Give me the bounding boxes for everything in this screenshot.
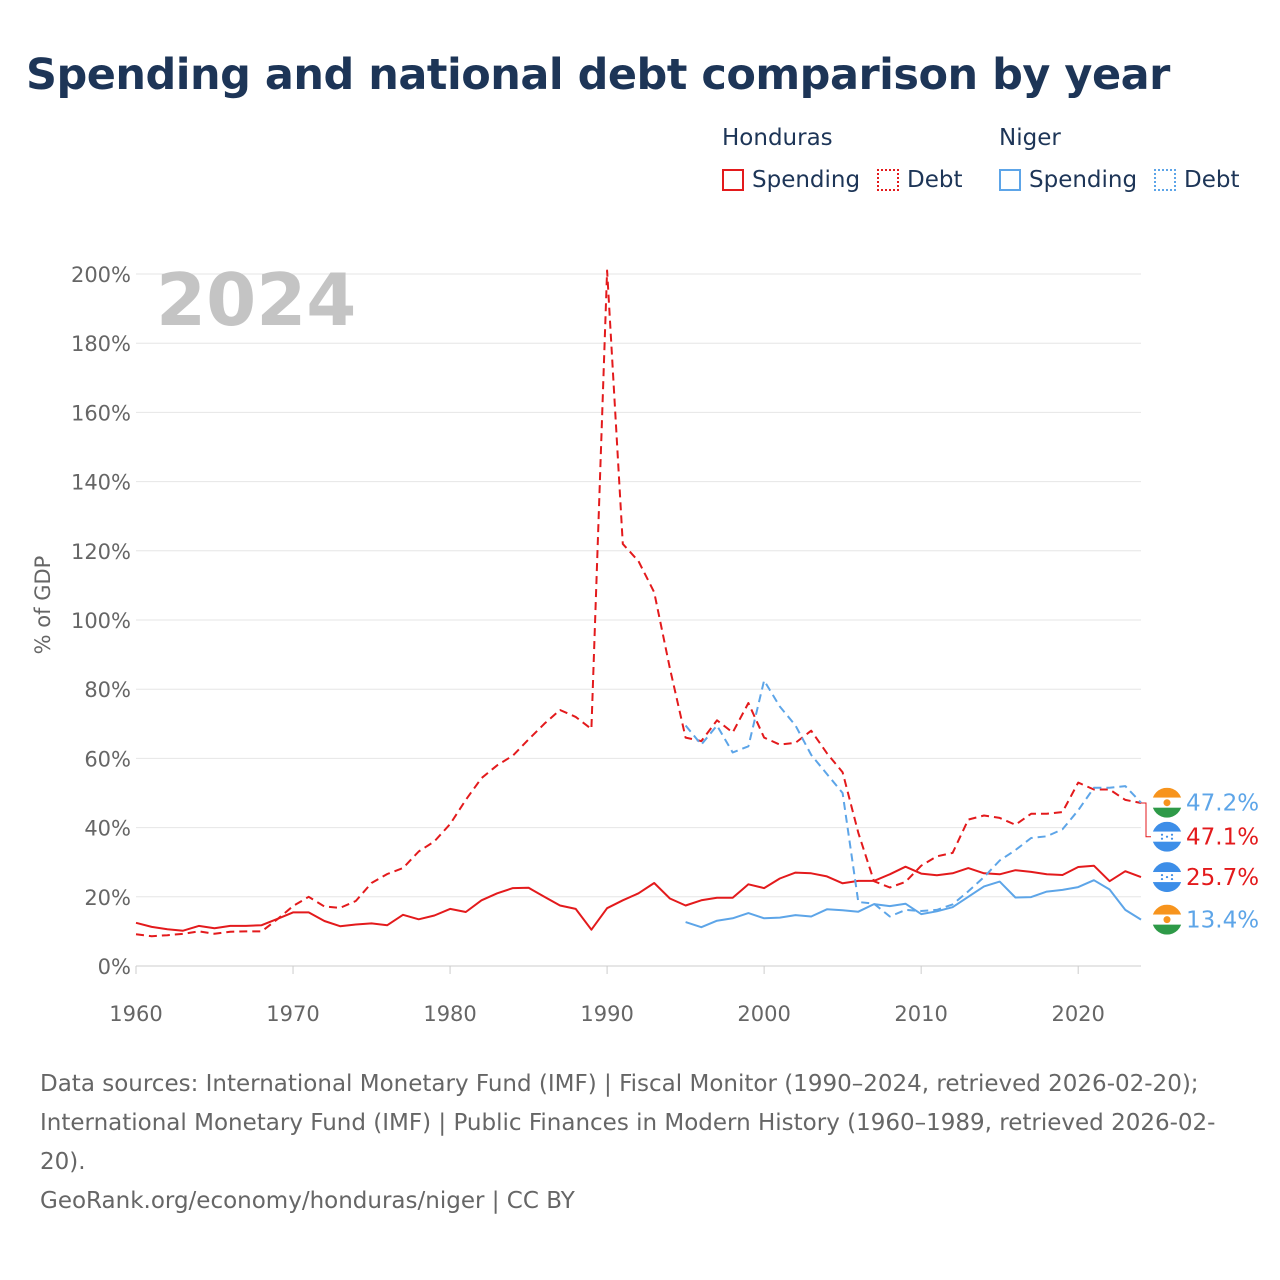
x-axis-ticks: 1960 1970 1980 1990 2000 2010 2020 xyxy=(109,966,1105,1026)
chart-title: Spending and national debt comparison by… xyxy=(26,50,1170,100)
year-watermark: 2024 xyxy=(156,258,356,342)
legend-honduras-title: Honduras xyxy=(722,125,833,151)
legend-label: Debt xyxy=(1184,167,1240,193)
honduras-flag-icon xyxy=(1152,862,1182,893)
legend-label: Spending xyxy=(1029,167,1138,193)
y-tick-label: 140% xyxy=(71,471,131,495)
x-tick-label: 2020 xyxy=(1051,1002,1104,1026)
legend-honduras-spending[interactable]: Spending xyxy=(722,167,860,193)
end-labels: 47.2% 47.1% 25.7% 13.4% xyxy=(1141,787,1259,935)
x-tick-label: 1980 xyxy=(423,1002,476,1026)
gridlines xyxy=(136,273,1141,967)
series-line-niger-debt xyxy=(684,679,1142,918)
y-tick-label: 200% xyxy=(71,263,131,287)
x-tick-label: 2000 xyxy=(737,1002,790,1026)
series-line-honduras-debt xyxy=(135,269,1142,938)
y-tick-label: 60% xyxy=(84,747,131,771)
series-lines xyxy=(135,269,1142,938)
y-tick-label: 40% xyxy=(84,817,131,841)
y-tick-label: 100% xyxy=(71,609,131,633)
y-tick-label: 20% xyxy=(84,886,131,910)
line-chart: 0% 20% 40% 60% 80% 100% 120% 140% 160% 180% 200% 1… xyxy=(31,258,1259,1026)
legend-swatch-niger-spending xyxy=(999,169,1021,191)
x-tick-label: 1970 xyxy=(266,1002,319,1026)
y-tick-label: 180% xyxy=(71,332,131,356)
niger-flag-icon xyxy=(1152,904,1182,935)
credit-link[interactable]: GeoRank.org/economy/honduras/niger | CC … xyxy=(40,1188,575,1214)
end-value-label: 13.4% xyxy=(1186,908,1259,934)
series-line-honduras-spending xyxy=(135,864,1142,932)
legend-swatch-honduras-spending xyxy=(722,169,744,191)
honduras-flag-icon xyxy=(1152,821,1182,852)
legend-swatch-honduras-debt xyxy=(877,169,899,191)
legend-niger-spending[interactable]: Spending xyxy=(999,167,1137,193)
y-tick-label: 120% xyxy=(71,540,131,564)
legend-niger-title: Niger xyxy=(999,125,1061,151)
x-tick-label: 1990 xyxy=(580,1002,633,1026)
x-tick-label: 1960 xyxy=(109,1002,162,1026)
series-line-niger-spending xyxy=(685,879,1142,929)
y-tick-label: 160% xyxy=(71,401,131,425)
legend-swatch-niger-debt xyxy=(1154,169,1176,191)
legend-honduras-debt[interactable]: Debt xyxy=(877,167,962,193)
end-value-label: 47.2% xyxy=(1186,791,1259,817)
legend-label: Spending xyxy=(752,167,861,193)
end-value-label: 25.7% xyxy=(1186,865,1259,891)
x-tick-label: 2010 xyxy=(894,1002,947,1026)
footer: Data sources: International Monetary Fun… xyxy=(40,1065,1240,1221)
legend-label: Debt xyxy=(907,167,963,193)
label-connector xyxy=(1141,802,1151,838)
niger-flag-icon xyxy=(1152,787,1182,818)
y-tick-label: 80% xyxy=(84,678,131,702)
y-tick-label: 0% xyxy=(98,955,131,979)
end-value-label: 47.1% xyxy=(1186,825,1259,851)
data-sources: Data sources: International Monetary Fun… xyxy=(40,1071,1216,1175)
y-axis-ticks: 0% 20% 40% 60% 80% 100% 120% 140% 160% 180% 200% xyxy=(71,263,131,979)
legend-niger-debt[interactable]: Debt xyxy=(1154,167,1239,193)
y-axis-title: % of GDP xyxy=(31,556,55,655)
